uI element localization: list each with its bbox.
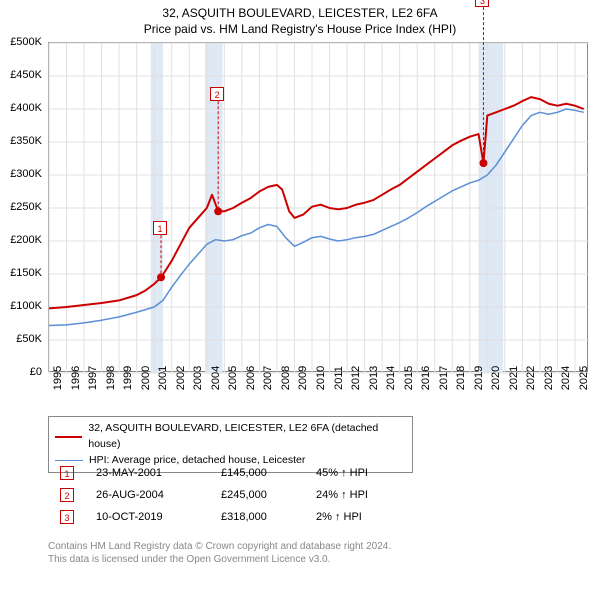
- ytick-label: £50K: [0, 333, 42, 345]
- legend-row: 32, ASQUITH BOULEVARD, LEICESTER, LE2 6F…: [55, 421, 406, 453]
- sales-delta: 2% ↑ HPI: [316, 511, 416, 523]
- xtick-label: 1998: [105, 366, 117, 390]
- ytick-label: £200K: [0, 234, 42, 246]
- chart-subtitle: Price paid vs. HM Land Registry's House …: [0, 20, 600, 40]
- xtick-label: 2022: [525, 366, 537, 390]
- xtick-label: 2013: [368, 366, 380, 390]
- sales-delta: 45% ↑ HPI: [316, 467, 416, 479]
- legend-swatch: [55, 460, 83, 461]
- xtick-label: 1996: [70, 366, 82, 390]
- sales-date: 23-MAY-2001: [96, 467, 221, 479]
- xtick-label: 2020: [490, 366, 502, 390]
- xtick-label: 2021: [508, 366, 520, 390]
- sale-marker-3: 3: [475, 0, 489, 7]
- sale-marker-1: 1: [153, 221, 167, 235]
- ytick-label: £100K: [0, 300, 42, 312]
- xtick-label: 2002: [175, 366, 187, 390]
- ytick-label: £150K: [0, 267, 42, 279]
- chart-title: 32, ASQUITH BOULEVARD, LEICESTER, LE2 6F…: [0, 0, 600, 20]
- xtick-label: 2004: [210, 366, 222, 390]
- sales-price: £245,000: [221, 489, 316, 501]
- xtick-label: 2005: [227, 366, 239, 390]
- xtick-label: 2012: [350, 366, 362, 390]
- ytick-label: £300K: [0, 168, 42, 180]
- xtick-label: 2006: [245, 366, 257, 390]
- ytick-label: £400K: [0, 102, 42, 114]
- xtick-label: 2016: [420, 366, 432, 390]
- xtick-label: 2024: [560, 366, 572, 390]
- ytick-label: £500K: [0, 36, 42, 48]
- sales-price: £318,000: [221, 511, 316, 523]
- xtick-label: 2001: [157, 366, 169, 390]
- xtick-label: 2007: [262, 366, 274, 390]
- xtick-label: 2003: [192, 366, 204, 390]
- xtick-label: 2009: [297, 366, 309, 390]
- legend-label: 32, ASQUITH BOULEVARD, LEICESTER, LE2 6F…: [88, 421, 406, 453]
- ytick-label: £450K: [0, 69, 42, 81]
- xtick-label: 2019: [473, 366, 485, 390]
- sales-date: 10-OCT-2019: [96, 511, 221, 523]
- xtick-label: 2017: [438, 366, 450, 390]
- plot-svg: [49, 43, 589, 373]
- xtick-label: 1999: [122, 366, 134, 390]
- legend-swatch: [55, 436, 82, 438]
- sales-marker: 3: [60, 510, 74, 524]
- xtick-label: 2023: [543, 366, 555, 390]
- xtick-label: 1997: [87, 366, 99, 390]
- plot-area: 123: [48, 42, 588, 372]
- sale-marker-2: 2: [210, 87, 224, 101]
- xtick-label: 2018: [455, 366, 467, 390]
- xtick-label: 2008: [280, 366, 292, 390]
- xtick-label: 1995: [52, 366, 64, 390]
- xtick-label: 2000: [140, 366, 152, 390]
- attribution: Contains HM Land Registry data © Crown c…: [48, 540, 391, 566]
- attribution-line1: Contains HM Land Registry data © Crown c…: [48, 540, 391, 553]
- ytick-label: £0: [0, 366, 42, 378]
- ytick-label: £250K: [0, 201, 42, 213]
- xtick-label: 2011: [333, 366, 345, 390]
- sales-row: 2 26-AUG-2004£245,00024% ↑ HPI: [60, 484, 416, 506]
- xtick-label: 2025: [578, 366, 590, 390]
- xtick-label: 2014: [385, 366, 397, 390]
- attribution-line2: This data is licensed under the Open Gov…: [48, 553, 391, 566]
- sales-marker: 2: [60, 488, 74, 502]
- sales-row: 3 10-OCT-2019£318,0002% ↑ HPI: [60, 506, 416, 528]
- sales-marker: 1: [60, 466, 74, 480]
- sales-price: £145,000: [221, 467, 316, 479]
- chart-container: 32, ASQUITH BOULEVARD, LEICESTER, LE2 6F…: [0, 0, 600, 590]
- sales-delta: 24% ↑ HPI: [316, 489, 416, 501]
- xtick-label: 2015: [403, 366, 415, 390]
- ytick-label: £350K: [0, 135, 42, 147]
- sales-date: 26-AUG-2004: [96, 489, 221, 501]
- xtick-label: 2010: [315, 366, 327, 390]
- sales-table: 1 23-MAY-2001£145,00045% ↑ HPI 2 26-AUG-200…: [60, 462, 416, 528]
- sales-row: 1 23-MAY-2001£145,00045% ↑ HPI: [60, 462, 416, 484]
